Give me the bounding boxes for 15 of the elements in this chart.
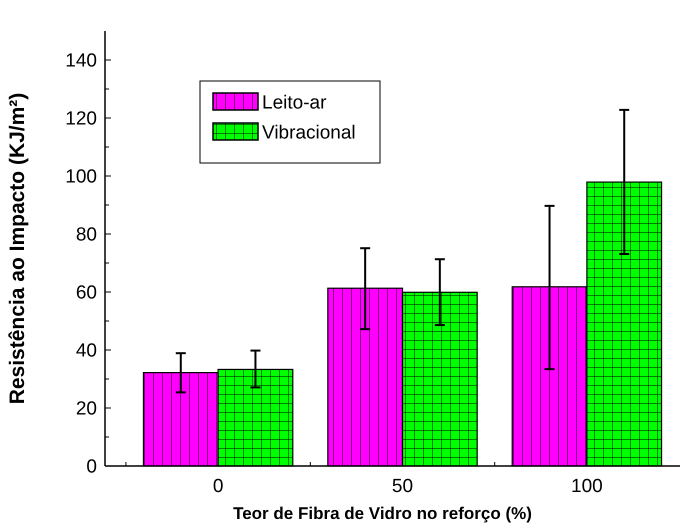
x-axis-title: Teor de Fibra de Vidro no reforço (%) (233, 504, 532, 523)
x-tick-label: 100 (571, 476, 603, 497)
x-tick-label: 50 (392, 476, 414, 497)
y-tick-label: 40 (76, 340, 97, 362)
legend-label: Leito-ar (262, 92, 328, 114)
y-tick-label: 0 (86, 456, 97, 478)
x-tick-label: 0 (212, 476, 224, 497)
y-tick-label: 60 (76, 282, 97, 304)
y-tick-label: 120 (65, 108, 97, 130)
y-tick-label: 140 (65, 50, 97, 72)
y-tick-label: 80 (76, 224, 97, 246)
y-axis-title: Resistência ao Impacto (KJ/m²) (6, 92, 29, 404)
y-tick-label: 100 (65, 166, 97, 188)
y-tick-label: 20 (76, 398, 97, 420)
legend-label: Vibracional (262, 122, 356, 144)
